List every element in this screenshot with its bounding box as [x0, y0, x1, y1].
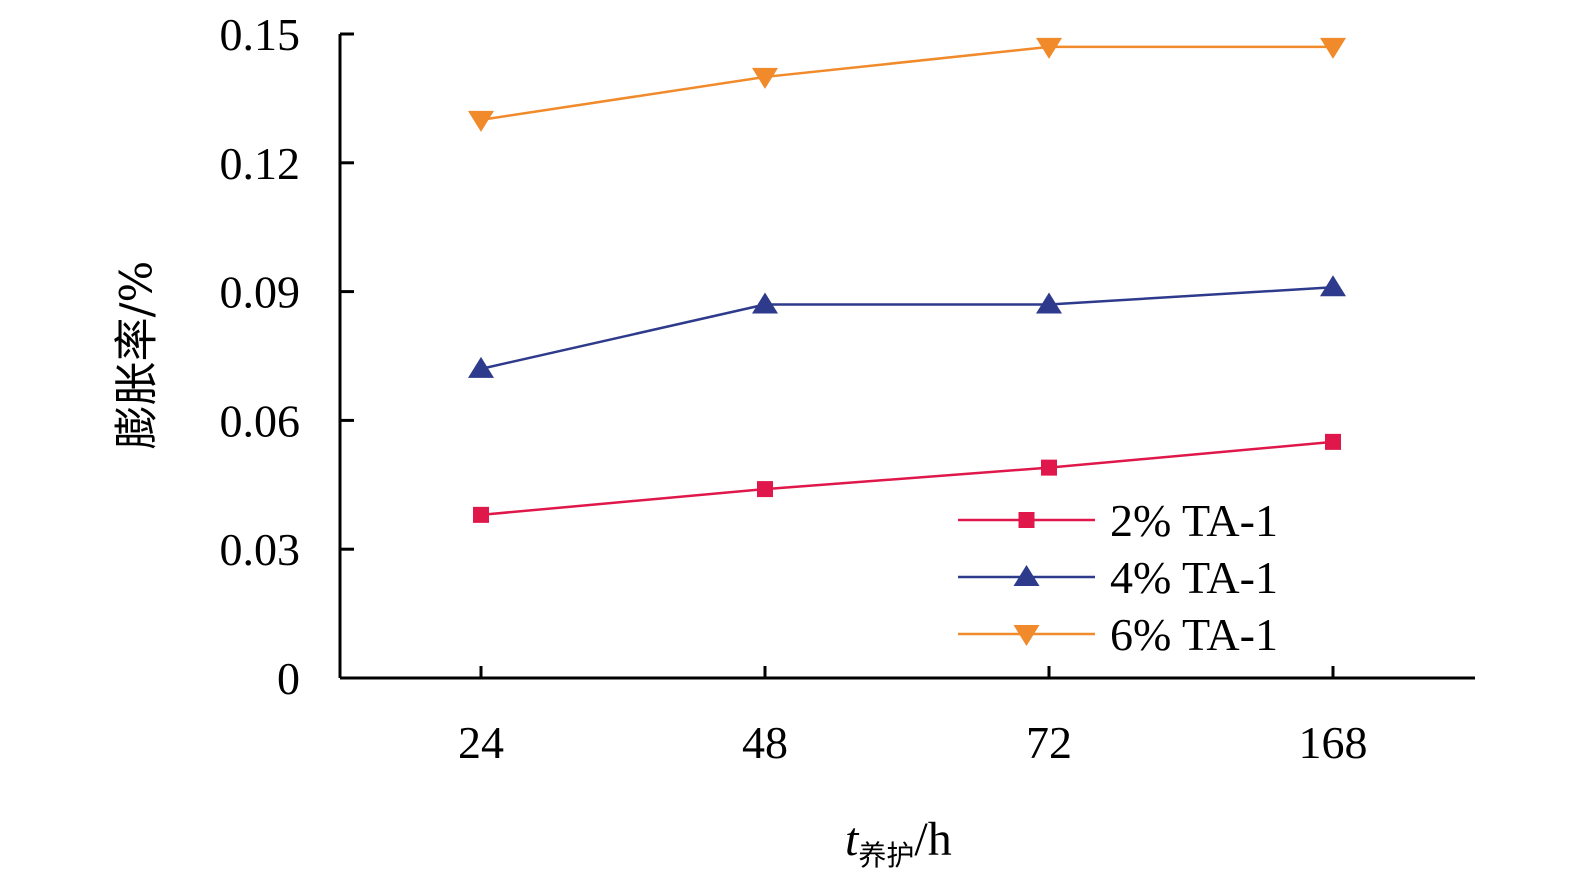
- data-point: [1325, 433, 1341, 450]
- x-tick-label: 72: [1026, 717, 1072, 768]
- series-layer: [468, 37, 1346, 523]
- x-tick-label: 168: [1299, 717, 1368, 768]
- y-tick-label: 0.06: [220, 395, 301, 446]
- x-axis-title-unit: /h: [914, 813, 951, 866]
- data-point: [1036, 292, 1062, 314]
- series-3: [468, 37, 1346, 132]
- legend-label: 6% TA-1: [1110, 609, 1278, 660]
- data-point: [1036, 37, 1062, 59]
- data-point: [752, 67, 778, 89]
- x-axis-title-var: t: [845, 813, 860, 866]
- legend-marker: [1018, 512, 1035, 528]
- data-point: [757, 481, 773, 498]
- legend: 2% TA-1 4% TA-1 6% TA-1: [958, 495, 1278, 660]
- x-tick-label: 24: [458, 717, 504, 768]
- data-point: [1041, 459, 1057, 476]
- legend-entry: 4% TA-1: [958, 552, 1278, 603]
- legend-entry: 6% TA-1: [958, 609, 1278, 660]
- data-point: [1320, 37, 1346, 59]
- data-point: [468, 356, 494, 378]
- data-point: [1320, 275, 1346, 297]
- legend-marker: [1013, 625, 1040, 646]
- legend-entry: 2% TA-1: [958, 495, 1278, 546]
- series-line: [480, 45, 1333, 122]
- series-1: [473, 433, 1341, 523]
- y-tick-label: 0.12: [220, 138, 301, 189]
- series-line: [480, 286, 1334, 371]
- y-tick-label: 0: [277, 653, 300, 704]
- data-point: [468, 110, 494, 132]
- data-point: [473, 506, 489, 523]
- series-line: [480, 440, 1334, 517]
- x-axis-title-subscript: 养护: [858, 839, 914, 872]
- y-tick-label: 0.03: [220, 524, 301, 575]
- series-2: [468, 275, 1346, 378]
- axes: 0 0.03 0.06 0.09 0.12 0.15 24 48 72 168: [220, 9, 1475, 768]
- y-axis-title: 膨胀率/%: [112, 261, 163, 450]
- x-axis-title: t养护/h: [845, 813, 952, 872]
- data-point: [752, 292, 778, 314]
- legend-marker: [1013, 565, 1040, 586]
- legend-label: 2% TA-1: [1110, 495, 1278, 546]
- x-tick-label: 48: [742, 717, 788, 768]
- legend-label: 4% TA-1: [1110, 552, 1278, 603]
- y-tick-label: 0.15: [220, 9, 301, 60]
- y-tick-label: 0.09: [220, 267, 301, 318]
